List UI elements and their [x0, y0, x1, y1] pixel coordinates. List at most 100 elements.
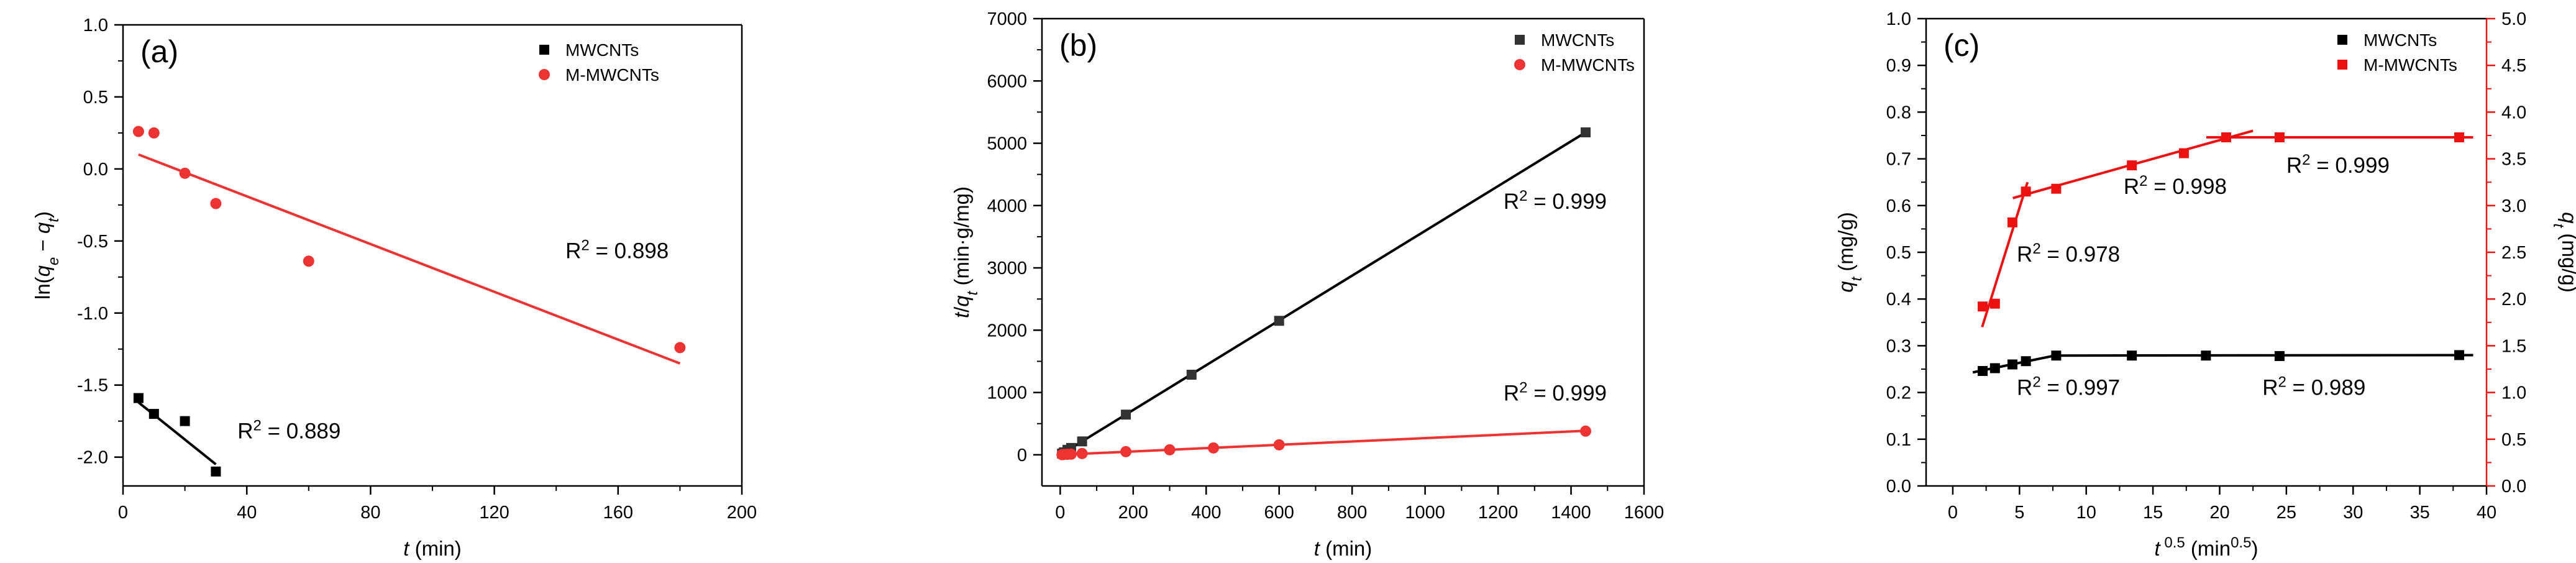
x-tick-label: 1200 — [1478, 503, 1519, 523]
data-point — [2221, 132, 2231, 143]
legend-marker — [1515, 35, 1525, 45]
legend-marker — [539, 45, 549, 55]
y-axis-label: t/qt (min·g/mg) — [950, 186, 981, 318]
legend-marker — [2337, 60, 2347, 70]
x-tick-label: 1600 — [1624, 503, 1665, 523]
legend-label: MWCNTs — [565, 40, 639, 60]
data-point — [1065, 448, 1077, 460]
right-y-tick-label: 0.5 — [2501, 430, 2526, 450]
y-tick-label: 5000 — [987, 134, 1027, 154]
data-point — [180, 416, 190, 426]
right-y-tick-label: 4.0 — [2501, 103, 2526, 122]
y-axis-label: qt (mg/g) — [1834, 212, 1865, 293]
y-tick-label: 0.5 — [1886, 243, 1911, 263]
right-y-axis-label: qt (mg/g) — [2551, 212, 2576, 293]
x-tick-label: 15 — [2143, 503, 2163, 523]
fit-line — [1059, 131, 1587, 456]
x-tick-label: 40 — [237, 503, 257, 523]
data-point — [179, 167, 191, 179]
y-tick-label: 6000 — [987, 71, 1027, 91]
x-tick-label: 200 — [1118, 503, 1148, 523]
data-point — [1989, 298, 2000, 309]
data-point — [1186, 370, 1197, 380]
data-point — [211, 466, 221, 477]
x-tick-label: 120 — [479, 503, 509, 523]
r-squared-annotation: R2 = 0.989 — [2262, 373, 2365, 400]
data-point — [1076, 447, 1088, 459]
data-point — [2127, 160, 2137, 171]
data-point — [2007, 359, 2017, 370]
x-tick-label: 35 — [2409, 503, 2429, 523]
right-y-tick-label: 5.0 — [2501, 9, 2526, 29]
r-squared-annotation: R2 = 0.978 — [2017, 240, 2120, 267]
data-point — [2201, 350, 2211, 361]
y-tick-label: 4000 — [987, 196, 1027, 216]
y-tick-label: 3000 — [987, 259, 1027, 278]
x-tick-label: 1000 — [1405, 503, 1445, 523]
legend-label: M-MWCNTs — [1541, 55, 1635, 75]
x-tick-label: 0 — [1948, 503, 1958, 523]
data-point — [1208, 442, 1220, 454]
fit-line — [1981, 181, 2029, 327]
chart-panel-2: 0 200 400 600 800 1000 1200 1400 1600 0 1000 2000 30… — [950, 9, 1664, 560]
x-tick-label: 10 — [2076, 503, 2096, 523]
data-point — [132, 126, 144, 137]
x-tick-label: 800 — [1337, 503, 1367, 523]
x-tick-label: 25 — [2277, 503, 2296, 523]
y-tick-label: -1.0 — [77, 304, 108, 324]
x-tick-label: 5 — [2014, 503, 2024, 523]
legend-marker — [1514, 59, 1525, 70]
x-axis-label: t (min) — [403, 537, 462, 560]
y-tick-label: 0.4 — [1886, 290, 1911, 309]
x-tick-label: 1400 — [1551, 503, 1591, 523]
data-point — [1164, 444, 1176, 455]
fit-line — [138, 153, 681, 365]
data-point — [2178, 148, 2189, 158]
right-y-tick-label: 4.5 — [2501, 56, 2526, 76]
data-point — [1978, 301, 1988, 312]
y-tick-label: -1.5 — [77, 376, 108, 396]
y-tick-label: -2.0 — [77, 448, 108, 468]
data-point — [1580, 425, 1592, 437]
legend-label: MWCNTs — [1541, 30, 1614, 50]
y-tick-label: 0.5 — [83, 88, 108, 108]
y-tick-label: 0.8 — [1886, 103, 1911, 122]
x-tick-label: 80 — [360, 503, 380, 523]
data-point — [1120, 446, 1132, 457]
y-tick-label: 1.0 — [1886, 9, 1911, 29]
series-m-mwcnts — [1056, 425, 1592, 460]
series-mwcnts — [1978, 350, 2464, 377]
right-y-tick-label: 1.0 — [2501, 383, 2526, 403]
x-tick-label: 600 — [1264, 503, 1294, 523]
x-tick-label: 400 — [1191, 503, 1221, 523]
data-point — [1978, 366, 1988, 377]
panel-label: (b) — [1059, 28, 1097, 63]
panel-label: (c) — [1943, 28, 1980, 63]
y-tick-label: 1.0 — [83, 16, 108, 35]
x-tick-label: 160 — [603, 503, 633, 523]
data-point — [2127, 350, 2137, 361]
x-tick-label: 30 — [2343, 503, 2363, 523]
right-y-tick-label: 3.0 — [2501, 196, 2526, 216]
right-y-tick-label: 0.0 — [2501, 477, 2526, 497]
right-y-tick-label: 1.5 — [2501, 336, 2526, 356]
right-y-tick-label: 2.5 — [2501, 243, 2526, 263]
data-point — [1077, 436, 1087, 447]
y-tick-label: 0 — [1017, 446, 1027, 465]
data-point — [303, 255, 314, 267]
y-tick-label: 7000 — [987, 9, 1027, 29]
data-point — [1121, 410, 1131, 420]
r-squared-annotation: R2 = 0.999 — [1504, 187, 1607, 214]
data-point — [2274, 132, 2285, 143]
legend-label: M-MWCNTs — [565, 65, 659, 85]
data-point — [1273, 439, 1285, 451]
x-tick-label: 20 — [2209, 503, 2229, 523]
y-tick-label: 0.9 — [1886, 56, 1911, 76]
data-point — [1274, 316, 1284, 326]
legend-label: MWCNTs — [2364, 30, 2437, 50]
y-axis-label: ln(qe − qt) — [31, 211, 62, 300]
series-m-mwcnts — [1978, 132, 2464, 312]
legend-marker — [2337, 35, 2347, 45]
right-y-tick-label: 3.5 — [2501, 150, 2526, 170]
